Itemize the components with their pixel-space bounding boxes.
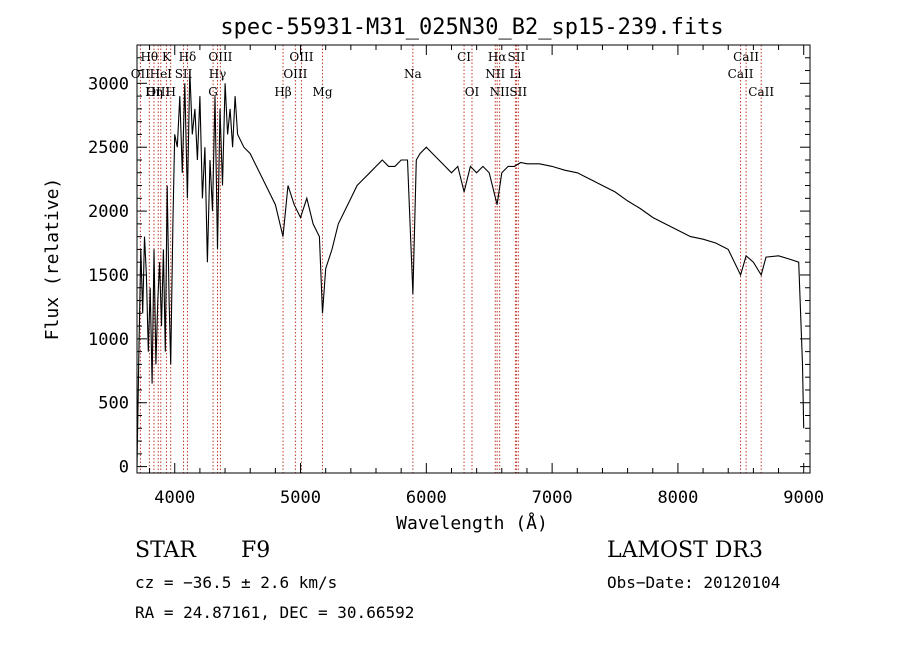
y-tick-label: 500 <box>98 394 129 414</box>
line-marker-label: Li <box>509 67 521 81</box>
line-marker-label: NII <box>485 67 505 81</box>
line-marker-label: HeI <box>150 67 173 81</box>
line-marker-label: NII <box>490 85 510 99</box>
line-marker-label: Mg <box>313 85 333 99</box>
y-tick-label: 1500 <box>88 266 129 286</box>
line-marker-label: G <box>208 85 218 99</box>
line-marker-label: SII <box>508 50 526 64</box>
observation-date: Obs−Date: 20120104 <box>607 573 781 592</box>
survey-name: LAMOST DR3 <box>607 538 763 563</box>
line-marker-label: Hα <box>488 50 507 64</box>
line-marker-label: Hη <box>145 85 163 99</box>
y-axis-ticks: 0 500 1000 1500 2000 2500 3000 <box>88 57 810 478</box>
line-marker-label: CaII <box>733 50 759 64</box>
line-marker-label: Hβ <box>274 85 291 99</box>
y-tick-label: 3000 <box>88 74 129 94</box>
x-tick-label: 8000 <box>657 488 698 508</box>
y-axis-label: Flux (relative) <box>42 178 63 341</box>
x-tick-label: 6000 <box>406 488 447 508</box>
line-marker-label: Hδ <box>179 50 197 64</box>
object-class: STAR <box>135 538 196 563</box>
redshift-cz: cz = −36.5 ± 2.6 km/s <box>135 573 338 592</box>
x-tick-label: 7000 <box>532 488 573 508</box>
line-marker-label: H <box>165 85 175 99</box>
x-tick-label: 4000 <box>154 488 195 508</box>
x-tick-label: 5000 <box>280 488 321 508</box>
x-axis-label: Wavelength (Å) <box>396 512 548 534</box>
line-marker-label: OI <box>465 85 480 99</box>
line-marker-label: K <box>162 50 172 64</box>
line-marker-label: CI <box>457 50 471 64</box>
line-marker-label: OIII <box>146 85 170 99</box>
sky-coordinates: RA = 24.87161, DEC = 30.66592 <box>135 603 415 622</box>
line-marker-label: SII <box>509 85 527 99</box>
y-tick-label: 0 <box>119 458 129 478</box>
line-marker-label: OIII <box>208 50 232 64</box>
line-marker-label: CaII <box>728 67 754 81</box>
spectral-line-markers <box>139 45 762 473</box>
line-marker-label: SII <box>175 67 193 81</box>
spectrum-line <box>136 70 805 467</box>
x-tick-label: 9000 <box>783 488 824 508</box>
line-marker-label: OII <box>131 67 151 81</box>
x-axis-ticks: 4000 5000 6000 7000 8000 9000 <box>149 45 824 508</box>
line-marker-label: Na <box>404 67 422 81</box>
y-tick-label: 1000 <box>88 330 129 350</box>
line-marker-label: Hγ <box>209 67 227 81</box>
chart-title: spec-55931-M31_025N30_B2_sp15-239.fits <box>220 15 723 40</box>
line-marker-label: CaII <box>748 85 774 99</box>
object-subclass: F9 <box>241 538 271 563</box>
y-tick-label: 2500 <box>88 138 129 158</box>
line-marker-label: OIII <box>289 50 313 64</box>
line-marker-label: OIII <box>283 67 307 81</box>
line-marker-label: Hθ <box>140 50 158 64</box>
plot-frame <box>136 44 811 474</box>
y-tick-label: 2000 <box>88 202 129 222</box>
